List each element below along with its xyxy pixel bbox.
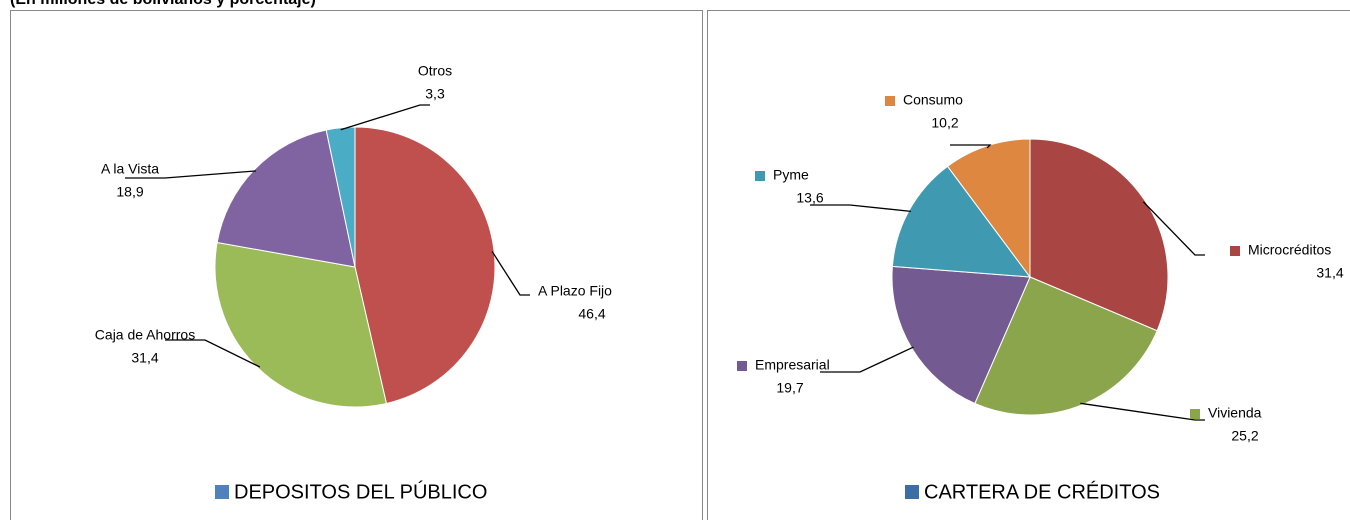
pie-slice bbox=[891, 165, 1032, 278]
value-label: 13,6 bbox=[796, 190, 823, 206]
slice-label: A la Vista bbox=[101, 161, 159, 177]
subtitle: (En millones de bolivianos y porcentaje) bbox=[10, 0, 316, 8]
leader-line bbox=[165, 339, 261, 368]
value-label: 19,7 bbox=[776, 380, 803, 396]
slice-label: Pyme bbox=[773, 167, 809, 183]
slice-label: Empresarial bbox=[755, 357, 830, 373]
pie-slice bbox=[974, 276, 1158, 416]
value-label: 18,9 bbox=[116, 184, 143, 200]
slice-label: Microcréditos bbox=[1248, 242, 1331, 258]
pie-slice bbox=[354, 126, 496, 405]
panel bbox=[707, 10, 1350, 520]
legend-marker bbox=[755, 171, 765, 181]
value-label: 10,2 bbox=[931, 115, 958, 131]
slice-label: Caja de Ahorros bbox=[95, 327, 195, 343]
leader-line bbox=[1080, 402, 1205, 421]
legend-marker bbox=[1190, 409, 1200, 419]
legend-marker bbox=[737, 361, 747, 371]
value-label: 3,3 bbox=[425, 86, 445, 102]
leader-line bbox=[950, 144, 992, 149]
leader-line bbox=[125, 170, 256, 179]
slice-label: Otros bbox=[418, 63, 452, 79]
value-label: 25,2 bbox=[1231, 428, 1258, 444]
leader-line bbox=[491, 251, 530, 296]
slice-label: Consumo bbox=[903, 92, 963, 108]
leader-line bbox=[810, 204, 911, 213]
pie-slice bbox=[946, 138, 1031, 279]
pie-slice bbox=[1029, 138, 1169, 332]
value-label: 31,4 bbox=[131, 350, 158, 366]
legend-marker bbox=[1230, 246, 1240, 256]
slice-label: Vivienda bbox=[1208, 405, 1262, 421]
legend-label: CARTERA DE CRÉDITOS bbox=[924, 480, 1160, 503]
panel bbox=[10, 10, 703, 520]
legend-label: DEPOSITOS DEL PÚBLICO bbox=[234, 480, 487, 503]
pie-slice bbox=[325, 126, 356, 268]
legend-marker bbox=[215, 485, 229, 499]
legend-marker bbox=[885, 96, 895, 106]
value-label: 31,4 bbox=[1316, 265, 1343, 281]
leader-line bbox=[1142, 201, 1205, 256]
pie-slice bbox=[216, 129, 356, 268]
slice-label: A Plazo Fijo bbox=[538, 283, 612, 299]
leader-line bbox=[820, 346, 914, 373]
leader-line bbox=[340, 104, 430, 131]
legend-marker bbox=[905, 485, 919, 499]
value-label: 46,4 bbox=[578, 306, 605, 322]
